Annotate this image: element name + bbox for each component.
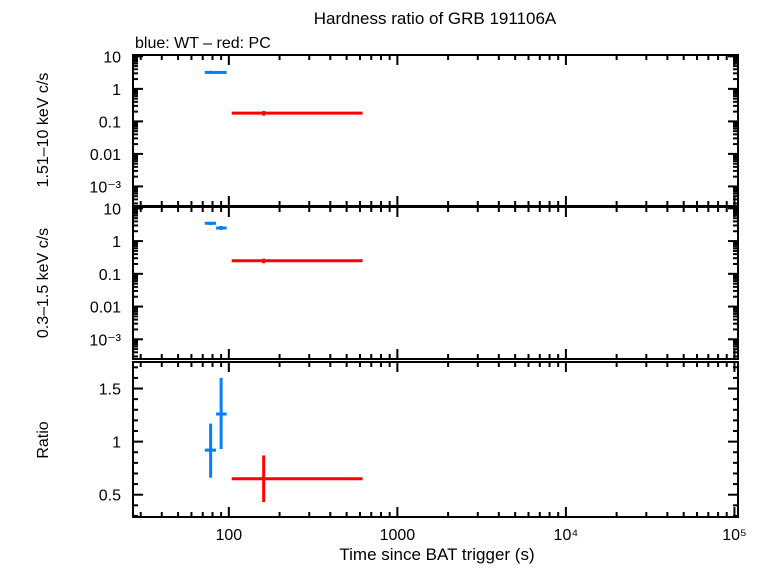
y-tick-label: 0.01 <box>90 300 121 317</box>
chart-title: Hardness ratio of GRB 191106A <box>314 9 557 28</box>
panel-frame <box>132 206 739 360</box>
y-tick-label: 1 <box>112 82 121 99</box>
y-axis-label-hard: 1.51–10 keV c/s <box>35 73 52 188</box>
panel-frame <box>132 361 739 518</box>
y-axis-label-ratio: Ratio <box>35 421 52 458</box>
y-tick-label: 10⁻³ <box>89 332 121 349</box>
y-tick-label: 10 <box>103 201 121 218</box>
y-tick-label: 0.5 <box>99 488 121 505</box>
y-axis-label-soft: 0.3–1.5 keV c/s <box>35 228 52 338</box>
y-tick-label: 1 <box>112 435 121 452</box>
y-tick-label: 1 <box>112 234 121 251</box>
y-tick-label: 10 <box>103 49 121 66</box>
x-tick-label: 100 <box>215 527 242 544</box>
x-tick-label: 10⁴ <box>554 527 579 544</box>
x-tick-label: 10⁵ <box>722 527 746 544</box>
x-tick-label: 1000 <box>380 527 416 544</box>
y-tick-label: 1.5 <box>99 382 121 399</box>
y-tick-label: 0.1 <box>99 267 121 284</box>
chart-subtitle: blue: WT – red: PC <box>135 35 271 52</box>
y-tick-label: 0.1 <box>99 114 121 131</box>
x-axis-label: Time since BAT trigger (s) <box>339 545 534 564</box>
y-tick-label: 10⁻³ <box>89 179 121 196</box>
panel-frame <box>132 54 739 207</box>
y-tick-label: 0.01 <box>90 147 121 164</box>
